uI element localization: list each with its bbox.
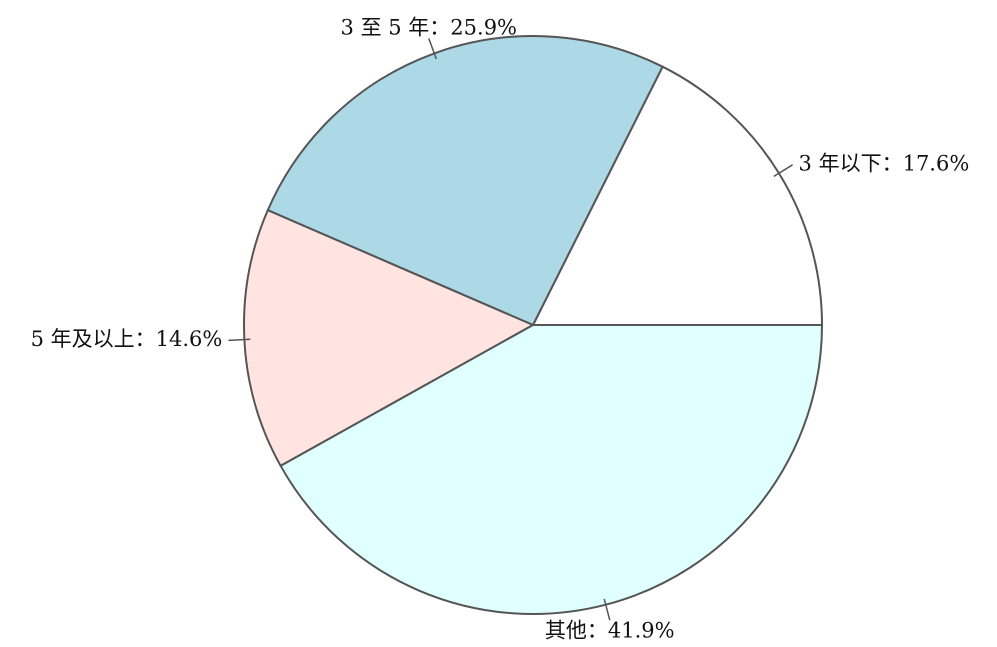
pie-label-4: 其他：41.9% [545,618,675,642]
pie-leader-line-1 [773,164,793,178]
pie-leader-line-4 [603,598,611,621]
pie-label-1: 3 年以下：17.6% [799,151,970,175]
pie-leader-line-2 [428,38,438,60]
pie-labels: 3 年以下：17.6% 3 至 5 年：25.9% 5 年及以上：14.6% 其他：4… [31,15,970,642]
pie-leader-line-3 [228,338,251,342]
pie-slices [243,35,824,615]
pie-label-3: 5 年及以上：14.6% [31,327,223,351]
pie-leader-lines [228,38,793,621]
pie-label-2: 3 至 5 年：25.9% [341,15,517,39]
